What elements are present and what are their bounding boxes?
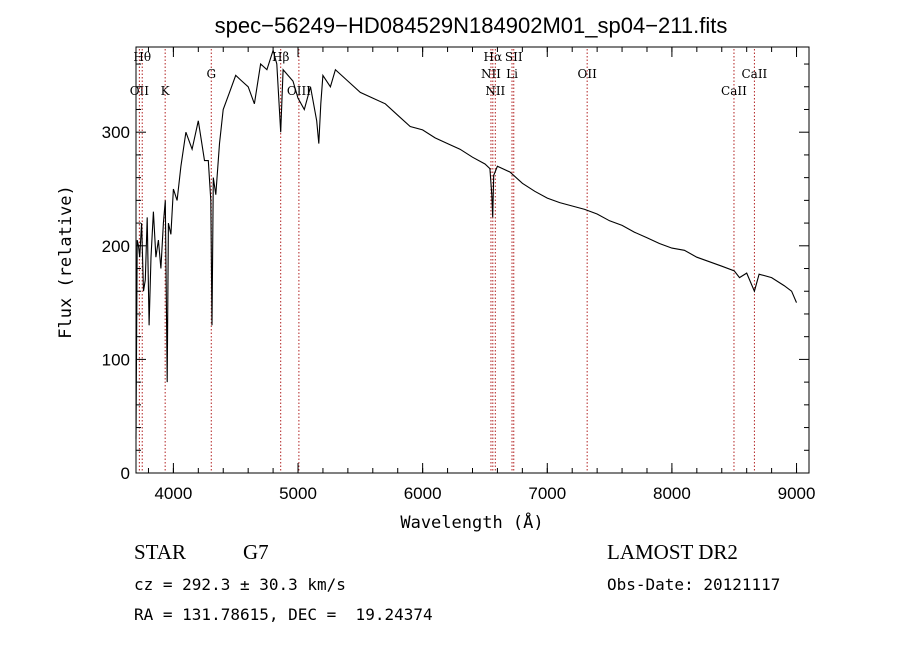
object-class: STAR	[134, 540, 186, 564]
spectral-line-label: G	[206, 67, 216, 81]
x-tick-label: 6000	[404, 484, 442, 503]
y-axis: 0 100 200 300	[102, 63, 809, 483]
x-tick-label: 9000	[778, 484, 816, 503]
y-tick-label: 200	[102, 237, 130, 256]
y-axis-label: Flux (relative)	[56, 185, 76, 339]
spectral-line-label: OII	[577, 67, 597, 81]
chart-title: spec−56249−HD084529N184902M01_sp04−211.f…	[215, 13, 728, 38]
x-tick-label: 4000	[154, 484, 192, 503]
spectral-line-label: NII	[481, 67, 501, 81]
redshift-cz: cz = 292.3 ± 30.3 km/s	[134, 575, 346, 594]
survey-name: LAMOST DR2	[607, 540, 738, 564]
spectral-line-label: Hα	[484, 50, 503, 64]
x-tick-label: 5000	[279, 484, 317, 503]
object-subclass: G7	[243, 540, 269, 564]
spectral-line-label: CaII	[741, 67, 767, 81]
x-tick-label: 7000	[528, 484, 566, 503]
x-axis: 4000 5000 6000 7000 8000 9000	[147, 47, 816, 503]
plot-frame	[135, 46, 810, 474]
observation-date: Obs-Date: 20121117	[607, 575, 781, 594]
spectral-line-label: CaII	[721, 84, 747, 98]
spectral-line-label: OII	[130, 84, 150, 98]
spectral-line-label: Li	[506, 67, 518, 81]
spectral-line-label: SII	[505, 50, 523, 64]
spectral-line-label: NII	[485, 84, 505, 98]
x-tick-label: 8000	[653, 484, 691, 503]
spectral-line-label: Hθ	[133, 50, 151, 64]
spectral-line-label: OIII	[287, 84, 311, 98]
y-tick-label: 100	[102, 350, 130, 369]
x-axis-label: Wavelength (Å)	[400, 511, 543, 533]
y-tick-label: 300	[102, 123, 130, 142]
spectrum-series-line	[135, 48, 798, 439]
coordinates: RA = 131.78615, DEC = 19.24374	[134, 605, 433, 624]
spectral-line-label: K	[161, 84, 171, 98]
y-tick-label: 0	[121, 464, 130, 483]
